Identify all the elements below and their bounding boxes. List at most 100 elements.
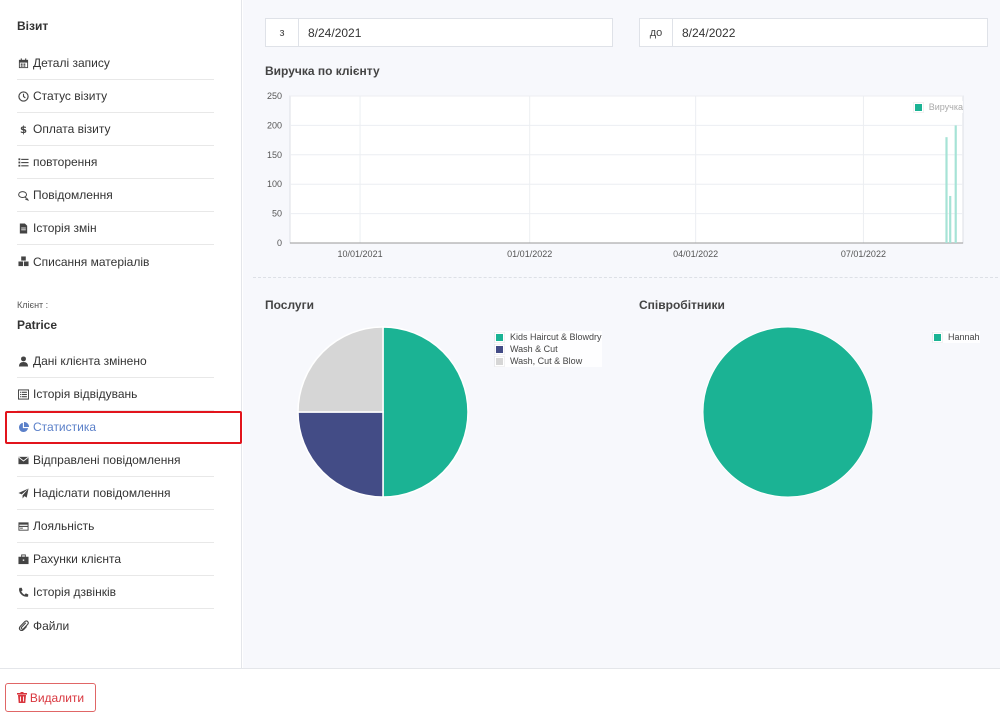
sidebar-item-client-7[interactable]: Історія дзвінків xyxy=(17,576,214,609)
sidebar-item-client-3[interactable]: Відправлені повідомлення xyxy=(17,444,214,477)
pie-slice-0[interactable] xyxy=(382,326,469,498)
sidebar-item-label: Оплата візиту xyxy=(33,122,111,136)
footer: Видалити xyxy=(0,668,1000,716)
sidebar-item-client-2[interactable]: Статистика xyxy=(17,411,214,444)
visit-menu: Деталі запису Статус візиту $ Оплата візиту… xyxy=(17,47,242,278)
revenue-bar xyxy=(949,195,952,243)
user-icon xyxy=(17,355,29,367)
legend-label: Wash & Cut xyxy=(510,344,558,354)
pie-slice-2[interactable] xyxy=(297,326,384,413)
revenue-legend: Виручка xyxy=(912,101,963,113)
sidebar: Візит Деталі запису Статус візиту $ Оплата … xyxy=(0,0,242,668)
y-tick-label: 100 xyxy=(267,179,282,189)
visit-section-title: Візит xyxy=(17,19,49,33)
sidebar-item-label: Статистика xyxy=(33,420,97,434)
date-from-field[interactable]: з 8/24/2021 xyxy=(265,18,613,47)
revenue-chart-title: Виручка по клієнту xyxy=(265,64,380,78)
y-tick-label: 150 xyxy=(267,150,282,160)
file-icon xyxy=(17,222,29,234)
staff-title: Співробітники xyxy=(639,298,725,312)
sidebar-item-label: Відправлені повідомлення xyxy=(33,453,181,467)
paper-plane-icon xyxy=(17,487,29,499)
staff-pie-chart xyxy=(702,326,874,498)
legend-swatch xyxy=(912,101,924,113)
legend-label: Wash, Cut & Blow xyxy=(510,356,583,366)
legend-swatch xyxy=(494,355,505,367)
client-menu: Дані клієнта змінено Історія відвідувань С… xyxy=(17,345,242,642)
sidebar-item-client-4[interactable]: Надіслати повідомлення xyxy=(17,477,214,510)
y-tick-label: 250 xyxy=(267,91,282,101)
client-label: Клієнт : xyxy=(17,300,49,310)
staff-legend: Hannah xyxy=(932,331,980,343)
sidebar-item-client-8[interactable]: Файли xyxy=(17,609,214,642)
sidebar-item-client-1[interactable]: Історія відвідувань xyxy=(17,378,214,411)
date-to-field[interactable]: до 8/24/2022 xyxy=(639,18,988,47)
sidebar-item-client-6[interactable]: Рахунки клієнта xyxy=(17,543,214,576)
sidebar-item-visit-5[interactable]: Історія змін xyxy=(17,212,214,245)
services-legend: Kids Haircut & Blowdry Wash & Cut Wash, Cu… xyxy=(494,331,602,367)
pie-slice-1[interactable] xyxy=(297,411,384,498)
svg-text:$: $ xyxy=(19,125,26,135)
sidebar-item-client-5[interactable]: Лояльність xyxy=(17,510,214,543)
briefcase-icon xyxy=(17,553,29,565)
legend-item[interactable]: Kids Haircut & Blowdry xyxy=(494,331,602,343)
dollar-icon: $ xyxy=(17,123,29,135)
sidebar-item-label: Списання матеріалів xyxy=(33,254,150,269)
date-to-prefix: до xyxy=(640,19,673,46)
credit-card-icon xyxy=(17,520,29,532)
trash-icon xyxy=(16,692,27,703)
sidebar-item-visit-6[interactable]: Списання матеріалів xyxy=(17,245,214,278)
legend-item[interactable]: Wash, Cut & Blow xyxy=(494,355,602,367)
list-alt-icon xyxy=(17,388,29,400)
pie-chart-icon xyxy=(17,421,29,433)
legend-swatch xyxy=(932,331,943,343)
x-tick-label: 07/01/2022 xyxy=(841,249,886,259)
y-tick-label: 200 xyxy=(267,120,282,130)
sidebar-item-label: повторення xyxy=(33,155,98,169)
sidebar-item-label: Файли xyxy=(33,618,70,633)
cubes-icon xyxy=(17,256,29,268)
revenue-bar xyxy=(954,125,957,243)
sidebar-item-label: Статус візиту xyxy=(33,89,108,103)
sidebar-item-label: Деталі запису xyxy=(33,56,110,70)
sidebar-item-label: Надіслати повідомлення xyxy=(33,486,171,500)
date-to-value[interactable]: 8/24/2022 xyxy=(682,25,736,40)
sidebar-item-visit-4[interactable]: Повідомлення xyxy=(17,179,214,212)
pie-slice-0[interactable] xyxy=(702,326,874,498)
x-tick-label: 04/01/2022 xyxy=(673,249,718,259)
legend-label: Виручка xyxy=(928,102,963,112)
delete-button-label: Видалити xyxy=(29,690,85,705)
date-from-prefix: з xyxy=(266,19,299,46)
sidebar-item-client-0[interactable]: Дані клієнта змінено xyxy=(17,345,214,378)
calendar-icon xyxy=(17,57,29,69)
revenue-bar-chart: 0 50 100 150 200 250 10/01/2021 01/01/2022 04/01… xyxy=(267,91,964,259)
x-tick-label: 10/01/2021 xyxy=(338,249,383,259)
legend-label: Kids Haircut & Blowdry xyxy=(510,332,602,342)
clock-icon xyxy=(17,90,29,102)
date-from-value[interactable]: 8/24/2021 xyxy=(308,25,362,40)
sidebar-item-label: Історія змін xyxy=(33,221,97,235)
comments-icon xyxy=(17,189,29,201)
envelope-icon xyxy=(17,454,29,466)
x-tick-label: 01/01/2022 xyxy=(507,249,552,259)
main-content: з 8/24/2021 до 8/24/2022 Виручка по кліє… xyxy=(243,0,1000,668)
sidebar-item-visit-3[interactable]: повторення xyxy=(17,146,214,179)
legend-label: Hannah xyxy=(948,332,980,342)
sidebar-item-visit-2[interactable]: $ Оплата візиту xyxy=(17,113,214,146)
legend-swatch xyxy=(494,331,505,343)
section-divider xyxy=(253,277,998,278)
revenue-bar xyxy=(945,137,948,243)
sidebar-item-visit-1[interactable]: Статус візиту xyxy=(17,80,214,113)
sidebar-item-label: Рахунки клієнта xyxy=(33,552,122,566)
services-title: Послуги xyxy=(265,298,314,312)
client-name: Patrice xyxy=(17,318,58,332)
legend-item[interactable]: Hannah xyxy=(932,331,980,343)
sidebar-item-visit-0[interactable]: Деталі запису xyxy=(17,47,214,80)
legend-item[interactable]: Wash & Cut xyxy=(494,343,602,355)
delete-button[interactable]: Видалити xyxy=(5,683,96,712)
legend-item[interactable]: Виручка xyxy=(912,101,963,113)
y-tick-label: 0 xyxy=(277,238,282,248)
phone-icon xyxy=(17,586,29,598)
plot-area xyxy=(289,95,964,244)
